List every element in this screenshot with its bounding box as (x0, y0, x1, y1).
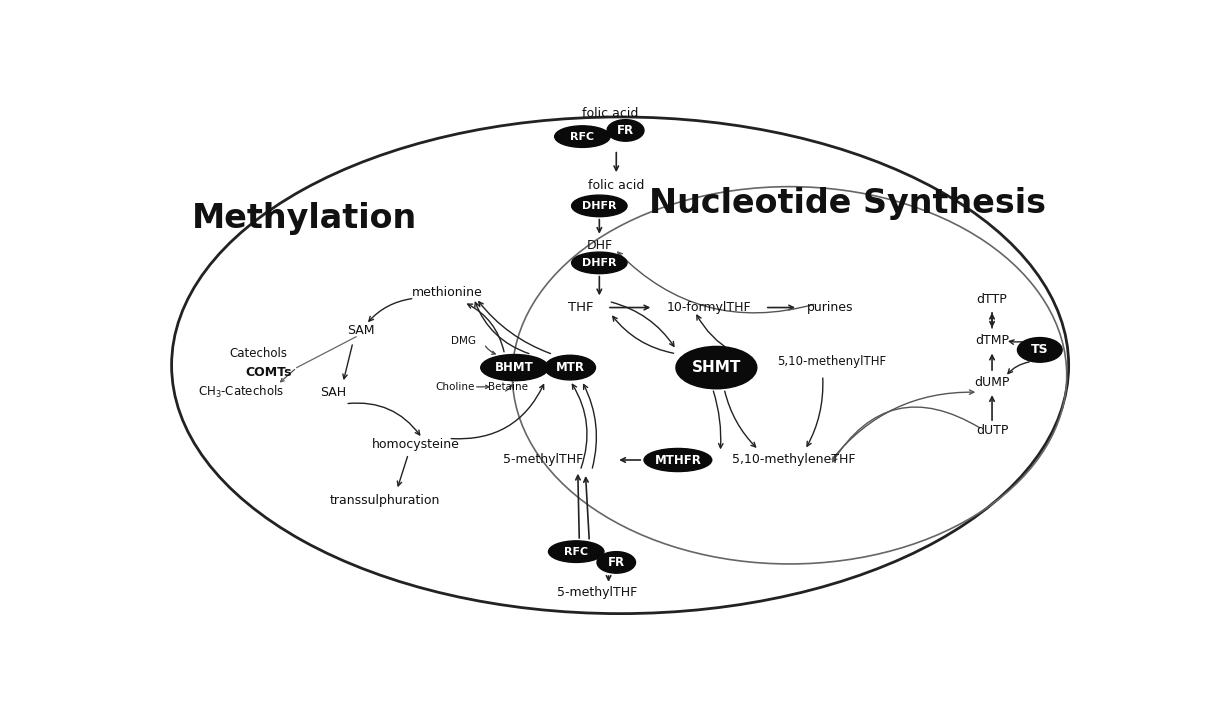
Text: Catechols: Catechols (229, 347, 287, 360)
Text: 5,10-methenylTHF: 5,10-methenylTHF (777, 355, 887, 368)
Text: FR: FR (607, 556, 624, 569)
Text: 5-methylTHF: 5-methylTHF (503, 453, 583, 467)
Text: 5,10-methyleneTHF: 5,10-methyleneTHF (732, 453, 855, 467)
Text: folic acid: folic acid (582, 107, 639, 120)
Text: Nucleotide Synthesis: Nucleotide Synthesis (649, 187, 1045, 220)
Text: THF: THF (567, 301, 593, 314)
Ellipse shape (571, 252, 627, 274)
Text: CH$_3$-Catechols: CH$_3$-Catechols (198, 384, 284, 400)
Text: MTR: MTR (555, 361, 584, 374)
Text: BHMT: BHMT (495, 361, 534, 374)
Ellipse shape (544, 355, 595, 380)
Text: transsulphuration: transsulphuration (330, 494, 440, 507)
Text: Choline: Choline (434, 382, 474, 392)
Ellipse shape (554, 126, 610, 147)
Text: RFC: RFC (564, 547, 588, 557)
Ellipse shape (644, 449, 711, 472)
Ellipse shape (480, 355, 548, 380)
Ellipse shape (607, 119, 644, 141)
Text: methionine: methionine (411, 286, 483, 298)
Text: TS: TS (1031, 343, 1049, 357)
Text: 5-methylTHF: 5-methylTHF (557, 586, 638, 599)
Text: DMG: DMG (451, 336, 477, 345)
Text: dUTP: dUTP (975, 424, 1008, 437)
Text: 10-formylTHF: 10-formylTHF (667, 301, 751, 314)
Ellipse shape (571, 195, 627, 217)
Text: dTMP: dTMP (975, 334, 1009, 347)
Text: MTHFR: MTHFR (655, 453, 702, 467)
Text: dTTP: dTTP (976, 293, 1008, 306)
Ellipse shape (597, 552, 635, 574)
Text: Methylation: Methylation (192, 202, 417, 235)
Text: SHMT: SHMT (692, 360, 741, 375)
Text: homocysteine: homocysteine (373, 438, 460, 451)
Text: DHFR: DHFR (582, 201, 617, 211)
Ellipse shape (548, 541, 604, 562)
Text: DHF: DHF (587, 239, 612, 253)
Text: Betaine: Betaine (489, 382, 529, 392)
Text: COMTs: COMTs (244, 366, 292, 380)
Text: folic acid: folic acid (588, 180, 645, 192)
Text: SAM: SAM (347, 324, 374, 337)
Ellipse shape (676, 346, 756, 389)
Text: purines: purines (807, 301, 853, 314)
Text: FR: FR (617, 124, 634, 137)
Text: RFC: RFC (570, 131, 594, 142)
Text: DHFR: DHFR (582, 258, 617, 268)
Text: SAH: SAH (319, 385, 346, 399)
Text: dUMP: dUMP (974, 376, 1009, 390)
Ellipse shape (1018, 338, 1062, 362)
